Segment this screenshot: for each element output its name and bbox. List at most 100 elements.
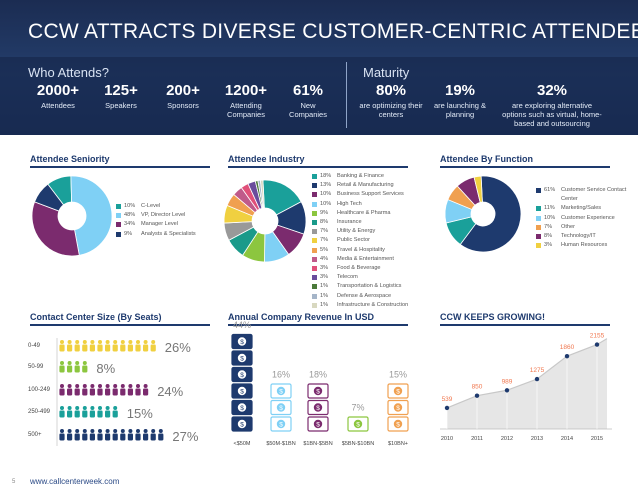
growth-value: 850 xyxy=(472,384,483,391)
dollar-icon-coin xyxy=(276,419,286,429)
stat-label: Attendees xyxy=(41,101,75,110)
person-icon xyxy=(98,406,102,410)
person-icon xyxy=(151,429,156,433)
dollar-icon-coin xyxy=(237,386,247,396)
person-icon-body xyxy=(135,344,141,352)
person-icon-body xyxy=(59,433,65,441)
person-icon xyxy=(90,340,95,344)
page-number: 5 xyxy=(12,479,16,485)
legend-label: Travel & Hospitality xyxy=(337,246,385,253)
person-icon-body xyxy=(97,344,103,352)
panel-title-seniority: Attendee Seniority xyxy=(30,154,110,164)
person-icon-body xyxy=(112,410,118,418)
stat-exploring: 32% are exploring alternative options su… xyxy=(502,82,602,128)
stat-number: 32% xyxy=(536,82,568,99)
person-icon-body xyxy=(120,433,126,441)
legend-item: 13% Retail & Manufacturing xyxy=(312,181,422,190)
person-icon-body xyxy=(59,344,65,352)
person-icon xyxy=(67,406,72,410)
person-icon xyxy=(75,384,80,388)
pie-slice xyxy=(34,183,65,212)
hero-banner: CCW ATTRACTS DIVERSE CUSTOMER-CENTRIC AT… xyxy=(0,0,638,135)
dollar-icon-symbol: $ xyxy=(356,422,360,429)
person-icon-body xyxy=(67,433,73,441)
dollar-icon-coin xyxy=(393,419,403,429)
dollar-icon-symbol: $ xyxy=(240,422,244,429)
legend-value: 11% xyxy=(544,205,555,212)
person-icon-body xyxy=(105,433,111,441)
person-icon xyxy=(90,384,95,388)
center-size-value: 26% xyxy=(164,340,191,355)
stat-number: 80% xyxy=(375,82,407,99)
legend-swatch xyxy=(312,183,317,189)
person-icon xyxy=(151,340,156,344)
pie-slice xyxy=(473,175,483,203)
legend-value: 9% xyxy=(124,230,133,237)
person-icon xyxy=(82,384,87,388)
revenue-category: $50M-$1BN xyxy=(266,441,295,447)
page-title: CCW ATTRACTS DIVERSE CUSTOMER-CENTRIC AT… xyxy=(28,20,638,43)
dollar-icon-symbol: $ xyxy=(240,356,244,363)
legend-item: 61% Customer Service Contact Center xyxy=(536,186,636,204)
stat-number: 200+ xyxy=(166,82,200,99)
legend-label: C-Level xyxy=(141,203,161,209)
growth-point xyxy=(444,405,450,411)
dollar-icon-coin xyxy=(237,353,247,363)
revenue-value: 16% xyxy=(272,370,290,380)
person-icon-body xyxy=(97,410,103,418)
stat-new-companies: 61% New Companies xyxy=(283,82,333,119)
person-icon-body xyxy=(89,410,95,418)
legend-value: 5% xyxy=(320,246,329,253)
person-icon xyxy=(105,340,110,344)
center-size-category: 50-99 xyxy=(28,364,44,370)
legend-swatch xyxy=(536,215,541,221)
legend-swatch xyxy=(536,224,541,230)
person-icon xyxy=(143,384,148,388)
growth-value: 989 xyxy=(502,378,513,385)
stat-label: are optimizing their centers xyxy=(359,101,423,119)
growth-value: 1275 xyxy=(530,367,545,374)
legend-item: 3% Human Resources xyxy=(536,241,636,250)
legend-swatch xyxy=(536,234,541,240)
legend-label: Infrastructure & Construction xyxy=(337,301,409,308)
person-icon-body xyxy=(67,388,73,396)
dollar-icon-symbol: $ xyxy=(279,422,283,429)
person-icon xyxy=(82,429,87,433)
person-icon xyxy=(67,340,72,344)
legend-value: 61% xyxy=(544,187,556,193)
growth-year: 2010 xyxy=(441,436,453,442)
revenue-value: 7% xyxy=(351,403,364,413)
dollar-icon-coin xyxy=(276,386,286,396)
legend-item: 9% Healthcare & Pharma xyxy=(312,209,422,218)
person-icon-body xyxy=(97,388,103,396)
person-icon-body xyxy=(74,433,80,441)
stats-band xyxy=(0,57,638,135)
person-icon-body xyxy=(74,365,80,373)
stat-label: Speakers xyxy=(105,101,137,110)
person-icon-body xyxy=(67,410,73,418)
legend-item: 1% Transportation & Logistics xyxy=(312,282,422,291)
legend-value: 10% xyxy=(544,214,556,221)
stat-number: 1200+ xyxy=(224,82,268,99)
person-icon xyxy=(98,340,102,344)
dollar-icon-coin xyxy=(313,403,323,412)
function-legend: 61% Customer Service Contact Center 11% Mar… xyxy=(536,186,636,250)
person-icon xyxy=(120,340,125,344)
legend-item: 8% Technology/IT xyxy=(536,232,636,241)
stat-label: Attending Companies xyxy=(227,101,265,119)
person-icon xyxy=(82,406,87,410)
person-icon xyxy=(105,384,110,388)
person-icon-body xyxy=(158,433,164,441)
person-icon-body xyxy=(135,433,141,441)
legend-swatch xyxy=(116,213,121,219)
person-icon xyxy=(60,384,64,388)
panel-divider xyxy=(440,324,610,326)
who-attends-label: Who Attends? xyxy=(28,65,109,80)
person-icon-body xyxy=(112,433,118,441)
person-icon-body xyxy=(89,344,95,352)
person-icon-body xyxy=(150,344,156,352)
person-icon xyxy=(136,384,140,388)
legend-item: 5% Travel & Hospitality xyxy=(312,246,422,255)
legend-value: 10% xyxy=(124,203,136,209)
legend-label: Defense & Aerospace xyxy=(337,292,392,299)
